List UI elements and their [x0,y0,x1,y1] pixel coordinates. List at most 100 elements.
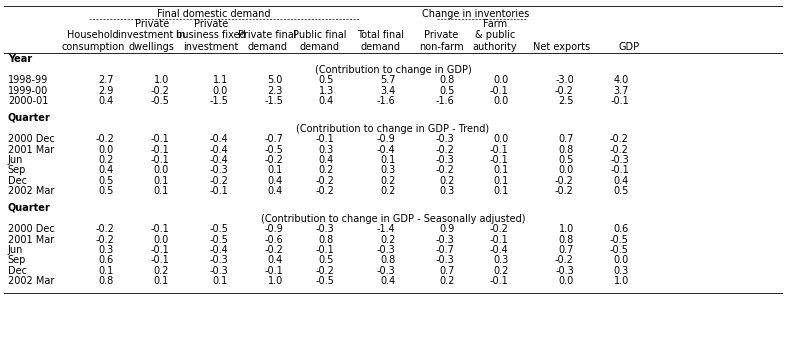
Text: business fixed: business fixed [176,30,245,40]
Text: 0.3: 0.3 [494,255,509,265]
Text: -0.1: -0.1 [610,166,629,175]
Text: -0.2: -0.2 [315,186,334,196]
Text: Quarter: Quarter [8,113,50,123]
Text: 0.9: 0.9 [439,224,454,234]
Text: 2001 Mar: 2001 Mar [8,145,54,154]
Text: 0.0: 0.0 [154,166,169,175]
Text: -0.2: -0.2 [555,86,574,96]
Text: Private: Private [134,19,169,28]
Text: consumption: consumption [61,42,124,52]
Text: -0.2: -0.2 [95,224,114,234]
Text: -0.3: -0.3 [435,134,454,144]
Text: 2002 Mar: 2002 Mar [8,186,54,196]
Text: 0.3: 0.3 [319,145,334,154]
Text: 0.0: 0.0 [559,276,574,286]
Text: -0.1: -0.1 [490,145,509,154]
Text: 1999-00: 1999-00 [8,86,48,96]
Text: demand: demand [248,42,287,52]
Text: -0.6: -0.6 [264,235,283,244]
Text: -0.7: -0.7 [264,134,283,144]
Text: 0.1: 0.1 [380,155,395,165]
Text: -0.5: -0.5 [315,276,334,286]
Text: 0.5: 0.5 [98,186,114,196]
Text: -0.4: -0.4 [376,145,395,154]
Text: -0.5: -0.5 [264,145,283,154]
Text: 0.1: 0.1 [154,176,169,186]
Text: 0.4: 0.4 [99,96,114,106]
Text: 1.0: 1.0 [614,276,629,286]
Text: Dec: Dec [8,176,27,186]
Text: -0.1: -0.1 [490,86,509,96]
Text: -0.3: -0.3 [435,235,454,244]
Text: -0.2: -0.2 [209,176,228,186]
Text: 0.7: 0.7 [558,134,574,144]
Text: 0.3: 0.3 [380,166,395,175]
Text: 0.4: 0.4 [319,155,334,165]
Text: -0.1: -0.1 [150,134,169,144]
Text: -1.5: -1.5 [209,96,228,106]
Text: 0.0: 0.0 [614,255,629,265]
Text: Year: Year [8,54,32,64]
Text: authority: authority [473,42,517,52]
Text: 2.5: 2.5 [558,96,574,106]
Text: 0.2: 0.2 [380,176,395,186]
Text: -0.5: -0.5 [610,235,629,244]
Text: 2.3: 2.3 [267,86,283,96]
Text: 0.3: 0.3 [439,186,454,196]
Text: -0.5: -0.5 [209,224,228,234]
Text: 5.7: 5.7 [380,76,395,85]
Text: 0.5: 0.5 [439,86,454,96]
Text: 0.2: 0.2 [439,276,454,286]
Text: -0.3: -0.3 [376,245,395,255]
Text: Sep: Sep [8,255,26,265]
Text: 0.2: 0.2 [380,186,395,196]
Text: -0.3: -0.3 [555,266,574,276]
Text: 0.2: 0.2 [380,235,395,244]
Text: -0.7: -0.7 [435,245,454,255]
Text: -0.3: -0.3 [610,155,629,165]
Text: 0.4: 0.4 [99,166,114,175]
Text: GDP: GDP [619,42,639,52]
Text: -0.2: -0.2 [610,145,629,154]
Text: 0.8: 0.8 [559,145,574,154]
Text: Private: Private [193,19,228,28]
Text: -0.1: -0.1 [264,266,283,276]
Text: 0.8: 0.8 [559,235,574,244]
Text: 1.0: 1.0 [154,76,169,85]
Text: 0.2: 0.2 [153,266,169,276]
Text: -0.2: -0.2 [555,255,574,265]
Text: 0.5: 0.5 [318,76,334,85]
Text: 2000 Dec: 2000 Dec [8,134,54,144]
Text: -0.1: -0.1 [150,145,169,154]
Text: -0.4: -0.4 [209,134,228,144]
Text: 0.8: 0.8 [439,76,454,85]
Text: Jun: Jun [8,245,24,255]
Text: -0.2: -0.2 [95,134,114,144]
Text: -0.2: -0.2 [610,134,629,144]
Text: -1.6: -1.6 [435,96,454,106]
Text: 2000 Dec: 2000 Dec [8,224,54,234]
Text: 0.0: 0.0 [154,235,169,244]
Text: -0.1: -0.1 [490,235,509,244]
Text: -0.1: -0.1 [150,155,169,165]
Text: 0.6: 0.6 [99,255,114,265]
Text: 1.0: 1.0 [559,224,574,234]
Text: -0.3: -0.3 [435,155,454,165]
Text: (Contribution to change in GDP - Trend): (Contribution to change in GDP - Trend) [296,124,490,134]
Text: 0.8: 0.8 [319,235,334,244]
Text: -0.1: -0.1 [150,245,169,255]
Text: -0.4: -0.4 [209,155,228,165]
Text: 0.6: 0.6 [614,224,629,234]
Text: non-farm: non-farm [419,42,463,52]
Text: 0.1: 0.1 [494,166,509,175]
Text: 1.3: 1.3 [319,86,334,96]
Text: -0.1: -0.1 [315,245,334,255]
Text: 1.0: 1.0 [268,276,283,286]
Text: 0.5: 0.5 [613,186,629,196]
Text: -0.1: -0.1 [490,276,509,286]
Text: 0.4: 0.4 [380,276,395,286]
Text: 0.0: 0.0 [494,76,509,85]
Text: 0.4: 0.4 [268,255,283,265]
Text: 0.4: 0.4 [319,96,334,106]
Text: 0.2: 0.2 [493,266,509,276]
